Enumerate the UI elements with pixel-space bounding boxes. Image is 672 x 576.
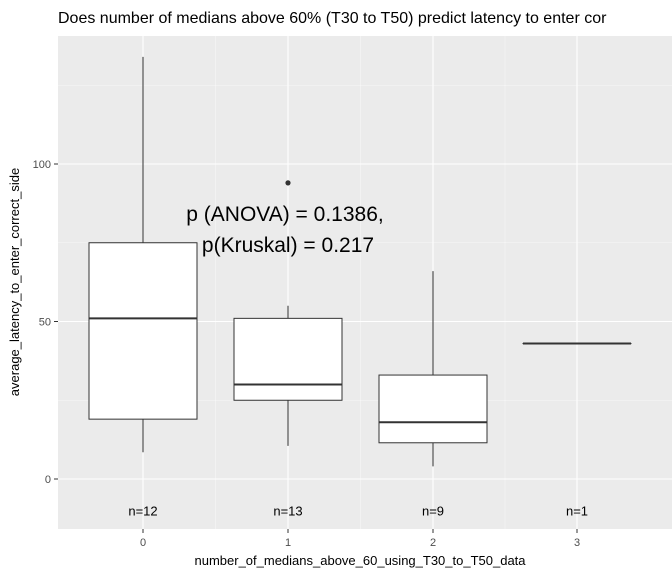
- y-axis-title: average_latency_to_enter_correct_side: [7, 168, 22, 396]
- x-tick-label: 0: [140, 537, 146, 549]
- boxes: [88, 56, 632, 467]
- annotation-kruskal: p(Kruskal) = 0.217: [202, 234, 374, 257]
- x-tick-label: 2: [430, 537, 436, 549]
- axis-ticks: 0 50 100 0 1 2 3: [33, 159, 580, 549]
- box-0: [88, 56, 198, 453]
- chart-title: Does number of medians above 60% (T30 to…: [58, 10, 607, 27]
- y-tick-label: 0: [45, 474, 51, 486]
- box-iqr: [88, 242, 198, 420]
- outlier-point: [285, 180, 291, 186]
- annotation-anova: p (ANOVA) = 0.1386,: [186, 203, 383, 226]
- n-label: n=9: [422, 504, 444, 519]
- box-1: [233, 180, 343, 446]
- y-tick-label: 50: [39, 317, 51, 329]
- box-iqr: [378, 374, 488, 444]
- n-label: n=13: [273, 504, 302, 519]
- n-label: n=12: [128, 504, 157, 519]
- x-tick-label: 1: [285, 537, 291, 549]
- sample-size-labels: n=12 n=13 n=9 n=1: [128, 504, 588, 519]
- box-iqr: [233, 317, 343, 401]
- x-tick-label: 3: [574, 537, 580, 549]
- n-label: n=1: [566, 504, 588, 519]
- x-axis-title: number_of_medians_above_60_using_T30_to_…: [194, 553, 526, 568]
- y-tick-label: 100: [33, 159, 51, 171]
- box-2: [378, 271, 488, 467]
